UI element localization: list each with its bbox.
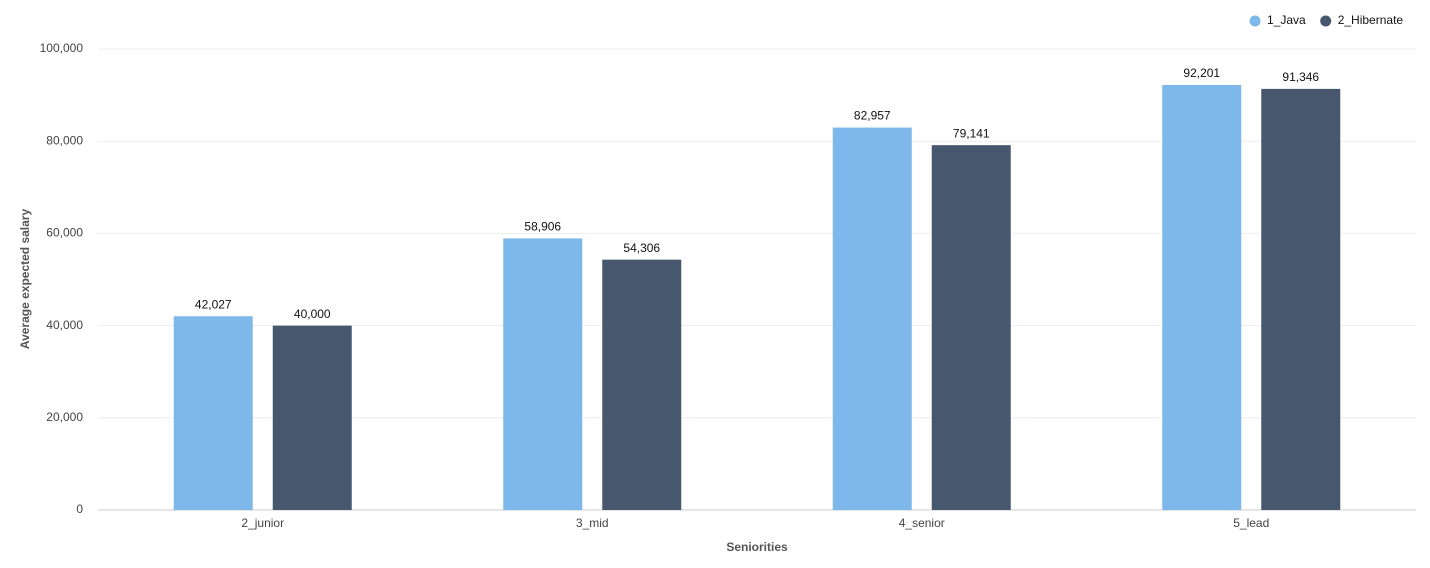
value-label: 79,141 [953, 126, 990, 140]
y-tick-label: 60,000 [46, 226, 83, 240]
legend-marker [1249, 15, 1261, 27]
value-label: 42,027 [195, 297, 232, 311]
bar [503, 238, 583, 510]
x-tick-label: 2_junior [241, 516, 284, 530]
y-tick-label: 40,000 [46, 318, 83, 332]
bar [1162, 84, 1242, 510]
y-tick-label: 80,000 [46, 133, 83, 147]
x-axis-title: Seniorities [726, 540, 788, 554]
bar [173, 316, 253, 510]
x-tick-label: 4_senior [899, 516, 945, 530]
value-label: 92,201 [1183, 66, 1220, 80]
value-label: 54,306 [623, 241, 660, 255]
legend-label: 1_Java [1267, 13, 1306, 27]
bar [1261, 88, 1341, 510]
legend-label: 2_Hibernate [1338, 13, 1404, 27]
bar [931, 145, 1011, 511]
value-label: 82,957 [854, 109, 891, 123]
value-label: 40,000 [294, 307, 331, 321]
bar [832, 127, 912, 510]
value-label: 91,346 [1282, 70, 1319, 84]
y-axis-title: Average expected salary [18, 209, 32, 350]
bar [602, 259, 682, 510]
bar [272, 325, 352, 510]
y-tick-label: 20,000 [46, 410, 83, 424]
value-label: 58,906 [524, 220, 561, 234]
legend-marker [1320, 15, 1332, 27]
y-tick-label: 100,000 [40, 41, 84, 55]
x-tick-label: 5_lead [1233, 516, 1269, 530]
y-tick-label: 0 [76, 502, 83, 516]
x-tick-label: 3_mid [576, 516, 609, 530]
